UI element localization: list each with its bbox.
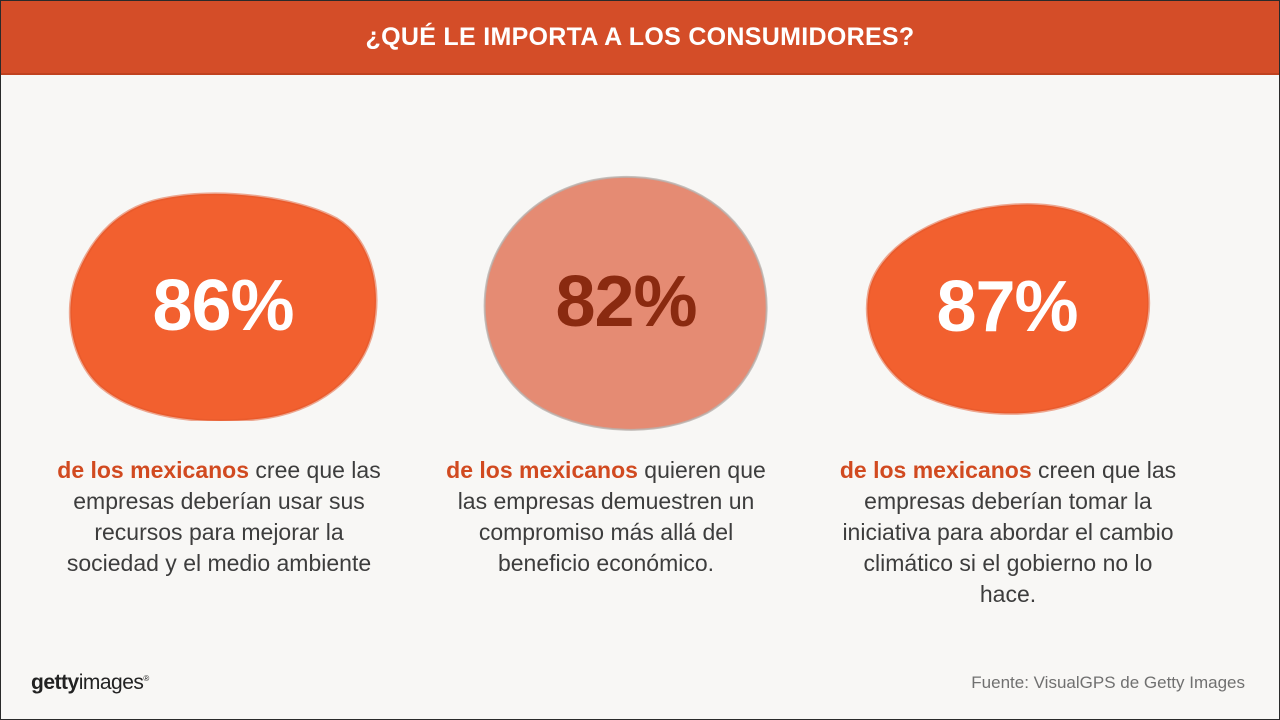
stat-value-3: 87% xyxy=(936,267,1078,347)
stat-description-1: de los mexicanos cree que las empresas d… xyxy=(54,455,384,579)
description-text-3: creen que las empresas deberían tomar la… xyxy=(842,457,1177,607)
description-highlight-1: de los mexicanos xyxy=(57,457,250,483)
blob-shape-3-icon xyxy=(865,203,1150,415)
blob-shape-2-icon xyxy=(483,175,768,431)
page-title: ¿QUÉ LE IMPORTA A LOS CONSUMIDORES? xyxy=(365,22,915,51)
stat-description-2: de los mexicanos quieren que las empresa… xyxy=(441,455,771,579)
stat-blob-1: 86% xyxy=(67,191,379,421)
stat-blob-2: 82% xyxy=(481,173,771,431)
header-bar: ¿QUÉ LE IMPORTA A LOS CONSUMIDORES? xyxy=(1,1,1279,75)
stat-value-1: 86% xyxy=(152,266,294,346)
stat-value-2: 82% xyxy=(555,262,697,342)
description-highlight-3: de los mexicanos xyxy=(839,457,1032,483)
gettyimages-logo: gettyimages® xyxy=(31,671,149,694)
description-highlight-2: de los mexicanos xyxy=(446,457,638,483)
source-credit: Fuente: VisualGPS de Getty Images xyxy=(971,673,1245,692)
stat-description-3: de los mexicanos creen que las empresas … xyxy=(833,455,1183,610)
blob-shape-1-icon xyxy=(68,192,378,421)
stat-blob-3: 87% xyxy=(863,199,1151,415)
description-text-1: cree que las empresas deberían usar sus … xyxy=(66,457,381,576)
description-text-2: quieren que las empresas demuestren un c… xyxy=(457,457,766,576)
